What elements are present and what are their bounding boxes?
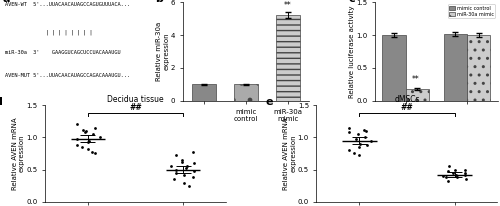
Title: dMSCs: dMSCs: [394, 95, 419, 104]
Point: [170, 178, 178, 181]
Point: [90, 132, 98, 136]
Point: [451, 168, 459, 171]
Point: [462, 173, 469, 176]
Point: [172, 171, 180, 174]
Text: miR-30a  3'    GAAGGUCAGCUCCUACAAAUGU: miR-30a 3' GAAGGUCAGCUCCUACAAAUGU: [5, 49, 120, 55]
Point: [462, 178, 470, 181]
Point: [74, 123, 82, 126]
Point: [78, 145, 86, 149]
Point: [461, 171, 469, 174]
Point: [367, 139, 375, 142]
Point: [81, 131, 89, 134]
Point: [88, 150, 96, 153]
Y-axis label: Relative AVEN mRNA
expression: Relative AVEN mRNA expression: [12, 117, 24, 190]
Point: [352, 137, 360, 140]
Point: [190, 169, 198, 173]
Text: c: c: [348, 0, 354, 4]
Point: [450, 171, 458, 174]
Point: [84, 147, 92, 151]
Text: e: e: [266, 97, 274, 107]
Point: [444, 169, 452, 173]
Point: [344, 131, 352, 134]
Point: [356, 142, 364, 145]
Point: [356, 154, 364, 157]
Text: ##: ##: [129, 103, 142, 112]
Point: [186, 184, 194, 187]
Point: [91, 126, 99, 129]
Text: AVEN-WT  5'...UUACAACAUAGCCAGUGUUUACA...: AVEN-WT 5'...UUACAACAUAGCCAGUGUUUACA...: [5, 2, 130, 7]
Point: [453, 176, 461, 179]
Point: [354, 132, 362, 136]
Text: b: b: [155, 0, 163, 4]
Bar: [406, 89, 429, 101]
Point: [178, 158, 186, 162]
Point: [190, 150, 198, 153]
Point: [180, 173, 188, 176]
Point: [439, 174, 447, 178]
Text: a: a: [3, 0, 10, 4]
Text: ##: ##: [400, 103, 413, 112]
Point: [78, 128, 86, 131]
Point: [444, 180, 452, 183]
Point: [92, 152, 100, 155]
Point: [361, 136, 369, 139]
Text: **: **: [284, 1, 292, 10]
Y-axis label: Relative AVEN mRNA
expression: Relative AVEN mRNA expression: [283, 117, 296, 190]
Point: [172, 154, 180, 157]
Point: [345, 149, 353, 152]
Point: [82, 129, 90, 132]
Point: [178, 160, 186, 164]
Text: AVEN-MUT 5'...UUACAACAUAGCCAGACAAAUGU...: AVEN-MUT 5'...UUACAACAUAGCCAGACAAAUGU...: [5, 73, 130, 78]
Point: [180, 181, 188, 184]
Bar: [192, 84, 216, 101]
Text: | | | | | | | |: | | | | | | | |: [5, 30, 92, 35]
Point: [190, 162, 198, 165]
Text: d: d: [0, 97, 2, 107]
Point: [184, 165, 192, 168]
Point: [85, 139, 93, 142]
Point: [350, 152, 358, 155]
Bar: [444, 34, 467, 101]
Point: [345, 126, 353, 129]
Point: [182, 167, 190, 170]
Y-axis label: Relative miR-30a
expression: Relative miR-30a expression: [156, 22, 170, 81]
Point: [356, 145, 364, 149]
Point: [362, 129, 370, 132]
Point: [172, 168, 180, 171]
Point: [84, 141, 92, 144]
Text: **: **: [412, 75, 420, 84]
Y-axis label: Relative luciferase activity: Relative luciferase activity: [348, 5, 354, 98]
Point: [446, 165, 454, 168]
Bar: [276, 15, 300, 101]
Point: [73, 137, 81, 140]
Bar: [467, 35, 490, 101]
Point: [74, 143, 82, 147]
Point: [96, 136, 104, 139]
Point: [442, 176, 450, 179]
Point: [461, 168, 469, 171]
Point: [190, 176, 198, 179]
Point: [360, 128, 368, 131]
Bar: [234, 84, 258, 101]
Point: [168, 165, 175, 168]
Legend: mimic control, miR-30a mimic: mimic control, miR-30a mimic: [448, 5, 495, 18]
Point: [452, 173, 460, 176]
Bar: [382, 35, 406, 101]
Title: Decidua tissue: Decidua tissue: [107, 95, 164, 104]
Point: [363, 143, 371, 147]
